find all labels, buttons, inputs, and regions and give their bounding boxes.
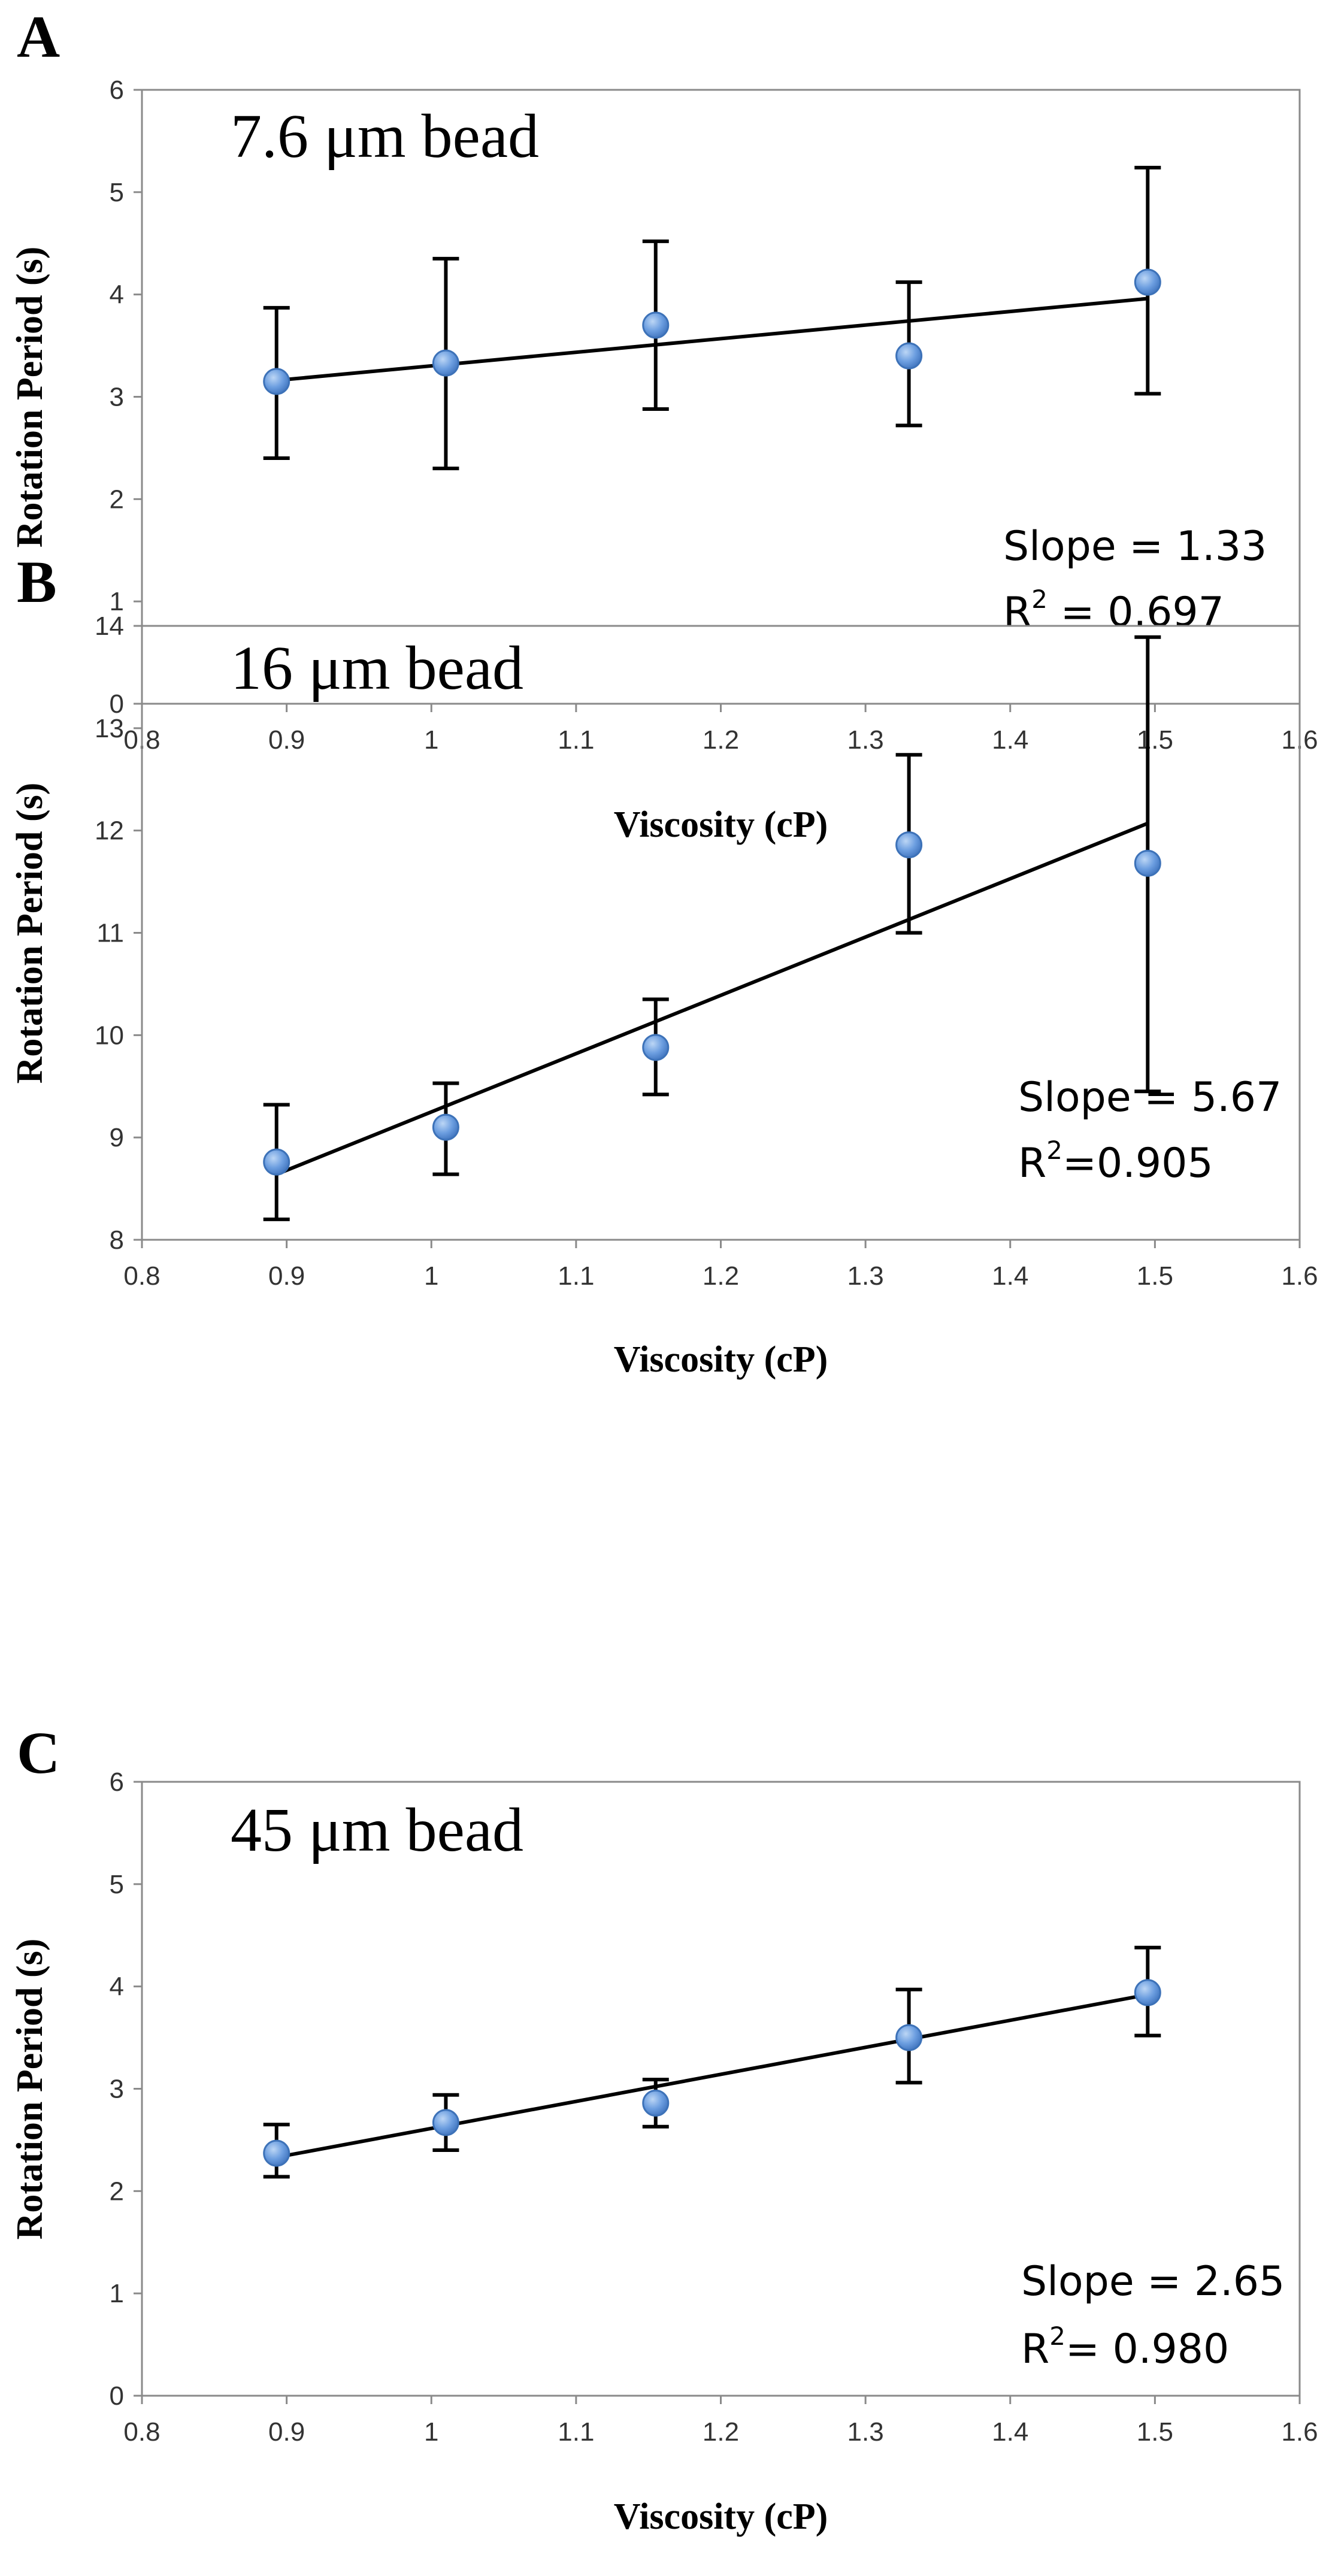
r-squared-superscript: 2 xyxy=(1046,1136,1062,1165)
x-tick-label: 1.2 xyxy=(703,725,739,755)
x-tick-label: 1.3 xyxy=(847,1261,884,1291)
x-tick-label: 1.4 xyxy=(992,725,1028,755)
chart-panel-c: C 0 1 2 3 4 5 6 0.8 0.9 1 1.1 1.2 1.3 1.4 1.5 1.6 Viscosi… xyxy=(10,1720,1318,2537)
data-point xyxy=(895,831,923,859)
x-tick-label: 1.5 xyxy=(1137,1261,1173,1291)
r-squared-label: R xyxy=(1018,1140,1046,1187)
y-tick-label: 9 xyxy=(110,1123,124,1152)
data-point xyxy=(895,2024,923,2051)
data-point xyxy=(263,1148,290,1176)
x-tick-label: 0.9 xyxy=(268,725,305,755)
trendline xyxy=(276,296,1148,383)
y-tick-label: 12 xyxy=(95,816,124,846)
y-tick-label: 11 xyxy=(96,919,124,948)
x-tick-label: 1.2 xyxy=(703,1261,739,1291)
x-tick-label: 1.1 xyxy=(558,1261,594,1291)
r-squared-annotation: R2 = 0.697 xyxy=(1003,585,1224,636)
x-tick-label: 0.9 xyxy=(268,2417,305,2447)
x-axis-title: Viscosity (cP) xyxy=(614,2496,828,2537)
data-point xyxy=(895,342,923,370)
r-squared-value: = 0.697 xyxy=(1047,589,1224,636)
x-tick-label: 0.8 xyxy=(123,1261,160,1291)
y-tick-label: 4 xyxy=(110,1972,124,2002)
x-tick-label: 1 xyxy=(424,1261,438,1291)
y-tick-label: 5 xyxy=(110,1870,124,1899)
y-tick-label: 13 xyxy=(95,714,124,743)
x-tick-label: 0.9 xyxy=(268,1261,305,1291)
x-tick-label: 0.8 xyxy=(123,2417,160,2447)
x-tick-label: 1.3 xyxy=(847,725,884,755)
data-point xyxy=(432,2109,459,2136)
x-tick-label: 1.4 xyxy=(992,1261,1028,1291)
data-point xyxy=(263,368,290,395)
r-squared-value: = 0.980 xyxy=(1065,2326,1229,2373)
y-tick-label: 1 xyxy=(110,587,124,616)
chart-title: 7.6 μm bead xyxy=(231,102,539,171)
y-tick-label: 3 xyxy=(110,2075,124,2104)
slope-annotation: Slope = 2.65 xyxy=(1021,2258,1285,2305)
x-tick-label: 1.6 xyxy=(1281,2417,1318,2447)
y-tick-label: 4 xyxy=(110,280,124,310)
x-tick-label: 1.1 xyxy=(558,725,594,755)
y-axis-title: Rotation Period (s) xyxy=(10,1939,50,2240)
y-tick-label: 8 xyxy=(110,1225,124,1255)
x-tick-label: 1 xyxy=(424,725,438,755)
panel-letter: A xyxy=(17,4,60,70)
r-squared-superscript: 2 xyxy=(1049,2321,1065,2351)
r-squared-label: R xyxy=(1003,589,1031,636)
trendline xyxy=(276,821,1149,1176)
x-tick-label: 1.5 xyxy=(1137,725,1173,755)
y-tick-label: 14 xyxy=(95,612,124,641)
y-tick-label: 6 xyxy=(110,75,124,105)
y-tick-label: 2 xyxy=(110,485,124,514)
r-squared-superscript: 2 xyxy=(1031,585,1047,614)
panel-letter: C xyxy=(17,1720,60,1786)
chart-title: 45 μm bead xyxy=(231,1796,523,1864)
y-tick-label: 1 xyxy=(110,2279,124,2308)
data-point xyxy=(263,2139,290,2167)
chart-title: 16 μm bead xyxy=(231,634,523,703)
y-tick-label: 0 xyxy=(110,2381,124,2411)
data-point xyxy=(432,1113,459,1141)
data-point xyxy=(1134,849,1161,877)
r-squared-annotation: R2=0.905 xyxy=(1018,1136,1213,1187)
x-tick-label: 1.1 xyxy=(558,2417,594,2447)
y-tick-label: 0 xyxy=(110,689,124,719)
y-tick-label: 6 xyxy=(110,1767,124,1797)
x-tick-label: 1.4 xyxy=(992,2417,1028,2447)
y-tick-label: 10 xyxy=(95,1021,124,1050)
trendline xyxy=(276,1993,1148,2159)
x-tick-label: 1 xyxy=(424,2417,438,2447)
x-axis-title: Viscosity (cP) xyxy=(614,1339,828,1380)
r-squared-label: R xyxy=(1021,2326,1049,2373)
data-point xyxy=(642,311,670,339)
slope-annotation: Slope = 5.67 xyxy=(1018,1074,1282,1121)
data-point xyxy=(1134,268,1161,296)
y-tick-label: 5 xyxy=(110,178,124,207)
slope-annotation: Slope = 1.33 xyxy=(1003,523,1267,570)
x-tick-label: 1.5 xyxy=(1137,2417,1173,2447)
data-point xyxy=(642,1034,670,1061)
data-point xyxy=(642,2089,670,2117)
y-axis-title: Rotation Period (s) xyxy=(10,247,50,548)
x-tick-label: 1.2 xyxy=(703,2417,739,2447)
x-tick-label: 1.6 xyxy=(1281,1261,1318,1291)
data-point xyxy=(432,349,459,377)
r-squared-value: =0.905 xyxy=(1062,1140,1213,1187)
panel-letter: B xyxy=(17,549,57,615)
data-point xyxy=(1134,1979,1161,2006)
y-tick-label: 3 xyxy=(110,383,124,412)
y-tick-label: 2 xyxy=(110,2177,124,2206)
r-squared-annotation: R2= 0.980 xyxy=(1021,2321,1229,2373)
x-tick-label: 1.3 xyxy=(847,2417,884,2447)
y-axis-title: Rotation Period (s) xyxy=(10,783,50,1084)
x-axis-title: Viscosity (cP) xyxy=(614,804,828,845)
